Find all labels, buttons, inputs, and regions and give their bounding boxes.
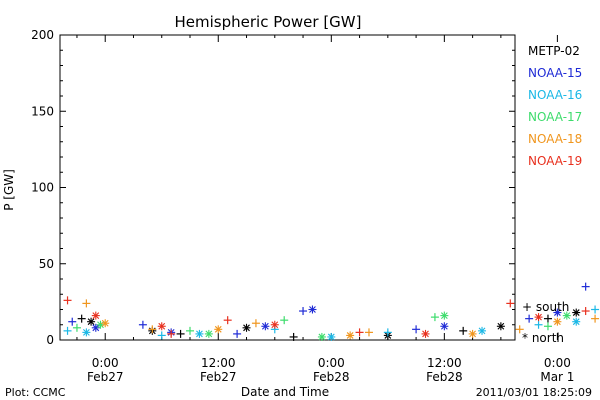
north-point-NOAA-17 [440, 311, 449, 320]
south-point-NOAA-17 [72, 323, 81, 332]
north-point-NOAA-15 [440, 322, 449, 331]
x-tick-time: 0:00 [92, 356, 119, 370]
south-point-NOAA-17 [186, 326, 194, 335]
south-point-NOAA-18 [148, 325, 157, 334]
south-point-NOAA-19 [355, 328, 364, 337]
south-point-NOAA-15 [68, 317, 77, 326]
legend-entry-noaa-18: NOAA-18 [528, 132, 582, 146]
north-point-NOAA-16 [82, 328, 91, 337]
north-point-NOAA-15 [553, 308, 562, 317]
legend: METP-02 NOAA-15 NOAA-16 NOAA-17 NOAA-18 NOAA-… [528, 44, 582, 168]
south-point-METP-02 [543, 314, 552, 323]
north-point-NOAA-17 [96, 320, 105, 329]
south-point-METP-02 [289, 332, 298, 341]
south-point-NOAA-18 [591, 314, 600, 323]
north-point-NOAA-17 [317, 332, 326, 341]
south-point-NOAA-15 [412, 325, 421, 334]
marker-key-north: * north [522, 331, 564, 345]
north-point-NOAA-17 [204, 329, 213, 338]
south-point-NOAA-16 [383, 328, 392, 337]
south-point-METP-02 [459, 326, 468, 335]
north-point-NOAA-19 [157, 322, 166, 331]
legend-entry-noaa-19: NOAA-19 [528, 154, 582, 168]
south-point-METP-02 [77, 314, 86, 323]
y-axis-label: P [GW] [2, 169, 16, 211]
x-tick-date: Feb28 [313, 370, 350, 384]
y-tick-label: 100 [31, 181, 54, 195]
south-point-NOAA-15 [525, 314, 534, 323]
north-point-NOAA-17 [562, 311, 571, 320]
north-point-NOAA-19 [270, 320, 279, 329]
x-tick-time: 12:00 [427, 356, 462, 370]
north-point-NOAA-16 [195, 329, 204, 338]
marker-key-south: + south [522, 300, 569, 314]
south-point-NOAA-15 [138, 320, 147, 329]
north-point-NOAA-16 [572, 317, 581, 326]
north-point-NOAA-18 [553, 317, 562, 326]
south-point-NOAA-15 [233, 329, 242, 338]
x-tick-date: Feb27 [200, 370, 237, 384]
x-axis: 0:00Feb2712:00Feb270:00Feb2812:00Feb280:… [76, 35, 574, 384]
south-point-NOAA-16 [591, 305, 600, 314]
legend-entry-noaa-17: NOAA-17 [528, 110, 582, 124]
chart-title: Hemispheric Power [GW] [175, 13, 362, 31]
north-point-NOAA-19 [421, 329, 430, 338]
south-point-NOAA-19 [223, 316, 232, 325]
south-point-METP-02 [176, 329, 185, 338]
y-tick-label: 50 [39, 257, 54, 271]
south-point-NOAA-16 [63, 326, 72, 335]
north-point-METP-02 [87, 317, 96, 326]
north-point-NOAA-18 [101, 319, 110, 328]
x-tick-date: Feb27 [87, 370, 124, 384]
legend-entry-metp-02: METP-02 [528, 44, 580, 58]
legend-entry-noaa-15: NOAA-15 [528, 66, 582, 80]
south-point-NOAA-17 [430, 313, 439, 322]
south-point-NOAA-19 [167, 329, 176, 338]
south-point-NOAA-18 [364, 328, 373, 337]
north-point-NOAA-19 [91, 311, 100, 320]
south-point-NOAA-19 [581, 307, 590, 316]
x-tick-time: 12:00 [201, 356, 236, 370]
south-point-NOAA-15 [299, 307, 308, 316]
north-point-METP-02 [242, 323, 251, 332]
north-point-NOAA-18 [214, 325, 223, 334]
x-axis-label: Date and Time [241, 385, 329, 399]
marker-key: + south * north [522, 300, 569, 345]
legend-entry-noaa-16: NOAA-16 [528, 88, 582, 102]
north-point-NOAA-16 [327, 332, 336, 341]
north-point-NOAA-16 [478, 326, 487, 335]
south-point-NOAA-19 [506, 299, 515, 308]
north-point-METP-02 [572, 308, 581, 317]
north-point-METP-02 [496, 322, 505, 331]
y-tick-label: 150 [31, 104, 54, 118]
north-point-NOAA-15 [261, 322, 270, 331]
x-tick-time: 0:00 [544, 356, 571, 370]
north-point-NOAA-15 [91, 323, 100, 332]
south-point-NOAA-17 [543, 322, 552, 331]
south-point-NOAA-16 [534, 320, 543, 329]
south-point-NOAA-17 [280, 316, 289, 325]
x-tick-date: Feb28 [426, 370, 463, 384]
south-point-NOAA-18 [82, 299, 91, 308]
north-point-NOAA-19 [534, 313, 543, 322]
y-tick-label: 200 [31, 28, 54, 42]
data-points [63, 282, 600, 341]
south-point-NOAA-19 [63, 296, 72, 305]
x-tick-time: 0:00 [318, 356, 345, 370]
x-tick-date: Mar 1 [540, 370, 574, 384]
y-axis: 0 50 100 150 200 [31, 28, 515, 347]
timestamp: 2011/03/01 18:25:09 [476, 386, 592, 399]
south-point-NOAA-16 [157, 331, 166, 340]
north-point-NOAA-18 [468, 329, 477, 338]
south-point-NOAA-18 [515, 325, 524, 334]
plot-frame [59, 34, 516, 341]
north-point-NOAA-18 [346, 331, 355, 340]
north-point-NOAA-15 [308, 305, 317, 314]
south-point-NOAA-18 [251, 319, 260, 328]
y-tick-label: 0 [46, 333, 54, 347]
south-point-NOAA-15 [581, 282, 590, 291]
plot-credit: Plot: CCMC [5, 386, 66, 399]
